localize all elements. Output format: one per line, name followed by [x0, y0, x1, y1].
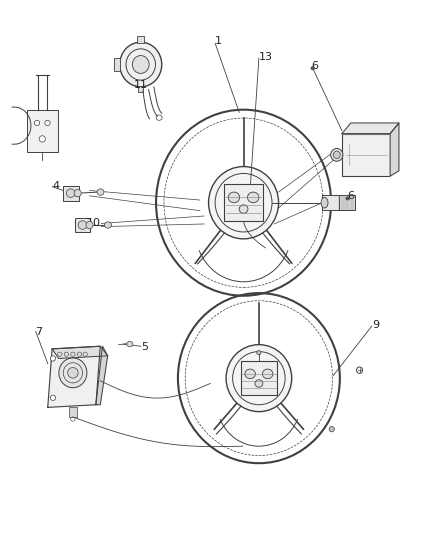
Ellipse shape [120, 42, 161, 87]
Bar [26, 110, 58, 152]
Text: 6: 6 [346, 191, 353, 201]
Bar [223, 184, 263, 221]
Polygon shape [95, 346, 107, 405]
Ellipse shape [208, 166, 278, 239]
Ellipse shape [45, 120, 50, 126]
Ellipse shape [71, 352, 75, 357]
Ellipse shape [244, 369, 255, 378]
Ellipse shape [247, 192, 258, 203]
Ellipse shape [310, 67, 314, 70]
Text: 10: 10 [86, 218, 100, 228]
Polygon shape [341, 123, 398, 134]
Ellipse shape [66, 189, 75, 197]
Polygon shape [52, 346, 107, 359]
Polygon shape [48, 346, 100, 407]
Bar [321, 195, 339, 210]
Bar [240, 361, 277, 395]
Ellipse shape [59, 358, 87, 387]
Polygon shape [389, 123, 398, 176]
Ellipse shape [64, 352, 68, 357]
Ellipse shape [86, 221, 93, 229]
Text: 6: 6 [311, 61, 318, 70]
Ellipse shape [262, 369, 272, 378]
Text: 13: 13 [258, 52, 272, 61]
Ellipse shape [57, 352, 62, 357]
Text: 9: 9 [371, 320, 378, 330]
Ellipse shape [328, 426, 334, 432]
Ellipse shape [67, 368, 78, 378]
Text: 7: 7 [35, 327, 42, 337]
Ellipse shape [330, 149, 342, 161]
Ellipse shape [50, 395, 56, 400]
Ellipse shape [254, 379, 262, 387]
Ellipse shape [256, 351, 261, 355]
Ellipse shape [239, 205, 247, 213]
Bar [75, 217, 90, 232]
Bar [339, 195, 354, 210]
Ellipse shape [332, 151, 339, 159]
Text: 5: 5 [141, 342, 148, 352]
Bar [63, 185, 78, 200]
Ellipse shape [34, 120, 39, 126]
Ellipse shape [74, 189, 81, 197]
Bar [137, 36, 144, 43]
Ellipse shape [228, 192, 239, 203]
Ellipse shape [226, 345, 291, 411]
Text: 1: 1 [215, 36, 222, 45]
Ellipse shape [345, 197, 349, 200]
Text: 11: 11 [134, 80, 148, 90]
Bar [138, 86, 143, 92]
Ellipse shape [132, 55, 149, 74]
Ellipse shape [39, 136, 45, 142]
Text: 4: 4 [52, 181, 59, 191]
Ellipse shape [50, 356, 56, 361]
Ellipse shape [97, 189, 104, 195]
Ellipse shape [78, 221, 87, 229]
Bar [341, 134, 389, 176]
Bar [68, 407, 77, 417]
Ellipse shape [104, 222, 111, 228]
Ellipse shape [77, 352, 81, 357]
Bar [113, 58, 120, 71]
Ellipse shape [83, 352, 87, 357]
Ellipse shape [320, 197, 327, 208]
Ellipse shape [127, 342, 133, 347]
